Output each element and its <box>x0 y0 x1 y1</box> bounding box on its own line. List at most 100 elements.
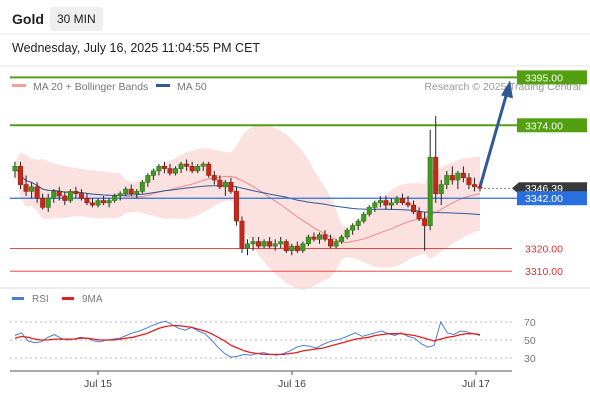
candle <box>45 193 51 212</box>
candle <box>139 180 145 194</box>
candle-up <box>139 181 145 192</box>
candle <box>416 207 422 222</box>
rsi-tick-label: 70 <box>524 317 536 329</box>
candle <box>156 164 162 176</box>
candle <box>200 161 206 171</box>
candle-up <box>372 202 378 208</box>
candle-up <box>250 241 256 245</box>
rsi-legend-label-0: RSI <box>32 294 49 305</box>
candle-down <box>217 179 223 188</box>
forecast-arrow-head <box>501 80 513 99</box>
candle <box>173 166 179 176</box>
candle <box>377 195 383 208</box>
candle <box>161 161 167 174</box>
header: Gold 30 MIN <box>0 0 590 38</box>
candle-up <box>245 243 251 249</box>
candle <box>123 186 129 196</box>
candle-up <box>344 229 350 238</box>
candle <box>449 166 455 185</box>
candle-down <box>322 234 328 240</box>
candle-down <box>211 175 217 181</box>
candle <box>117 191 123 201</box>
candle <box>383 195 389 210</box>
candle-up <box>12 166 18 172</box>
candle <box>211 170 217 185</box>
level-3395-00-tag <box>517 70 587 85</box>
candle-up <box>388 202 394 206</box>
candle <box>206 161 212 178</box>
candle-down <box>233 191 239 222</box>
level-3342-00-tag <box>517 191 587 206</box>
candle <box>228 177 234 194</box>
timeframe-button[interactable]: 30 MIN <box>50 7 103 31</box>
candle-up <box>394 197 400 204</box>
candle-up <box>106 200 112 204</box>
rsi-tick-label: 50 <box>524 335 536 347</box>
candle <box>272 239 278 251</box>
legend-label-0: MA 20 + Bollinger Bands <box>33 81 148 93</box>
candle-down <box>206 163 212 176</box>
candle <box>112 193 118 203</box>
candle <box>311 232 317 242</box>
candle-up <box>150 170 156 176</box>
candle-up <box>178 163 184 169</box>
candle <box>256 237 262 249</box>
candle-down <box>294 245 300 251</box>
candle <box>333 239 339 249</box>
candle-down <box>62 195 68 201</box>
candle <box>78 189 84 201</box>
candle <box>344 227 350 240</box>
candle-up <box>455 172 461 181</box>
candle-down <box>477 186 483 189</box>
candle <box>350 223 356 235</box>
candle-down <box>34 186 40 199</box>
candle-up <box>222 181 228 188</box>
candle-down <box>78 193 84 199</box>
candle <box>433 116 439 203</box>
candle-down <box>239 220 245 249</box>
candle-up <box>316 234 322 240</box>
candle-up <box>261 241 267 247</box>
candle-down <box>449 175 455 181</box>
candle-up <box>195 166 201 172</box>
candle <box>51 189 57 203</box>
candle-up <box>366 207 372 215</box>
candle-down <box>383 200 389 206</box>
candle-up <box>200 163 206 167</box>
level-3395-00-label: 3395.00 <box>525 72 563 84</box>
ma50-line <box>14 166 481 216</box>
candle-up <box>95 200 101 206</box>
candle-up <box>377 200 383 204</box>
level-3342-00-label: 3342.00 <box>525 193 563 205</box>
candle-down <box>189 166 195 172</box>
candle <box>62 191 68 206</box>
candle <box>167 164 173 176</box>
candle <box>328 234 334 249</box>
candle <box>40 193 46 210</box>
candle-up <box>145 175 151 183</box>
candle-up <box>305 236 311 245</box>
candle-down <box>40 197 46 208</box>
candle <box>73 186 79 199</box>
candle-up <box>45 197 51 208</box>
candle-up <box>278 241 284 245</box>
candle <box>339 234 345 244</box>
rsi-legend-swatch-0 <box>12 297 24 300</box>
candle-up <box>134 191 140 194</box>
bollinger-band <box>15 124 480 290</box>
candle-up <box>156 166 162 172</box>
candle <box>67 189 73 203</box>
candle <box>422 211 428 251</box>
legend-swatch-1 <box>156 84 170 87</box>
candle-down <box>311 236 317 240</box>
candle-down <box>283 241 289 251</box>
candle <box>18 161 24 190</box>
candle-up <box>355 220 361 226</box>
candle <box>217 175 223 190</box>
candle <box>322 230 328 242</box>
candle-down <box>267 241 273 247</box>
candle <box>444 170 450 190</box>
rsi-legend-label-1: 9MA <box>82 294 103 305</box>
candle <box>106 198 112 208</box>
